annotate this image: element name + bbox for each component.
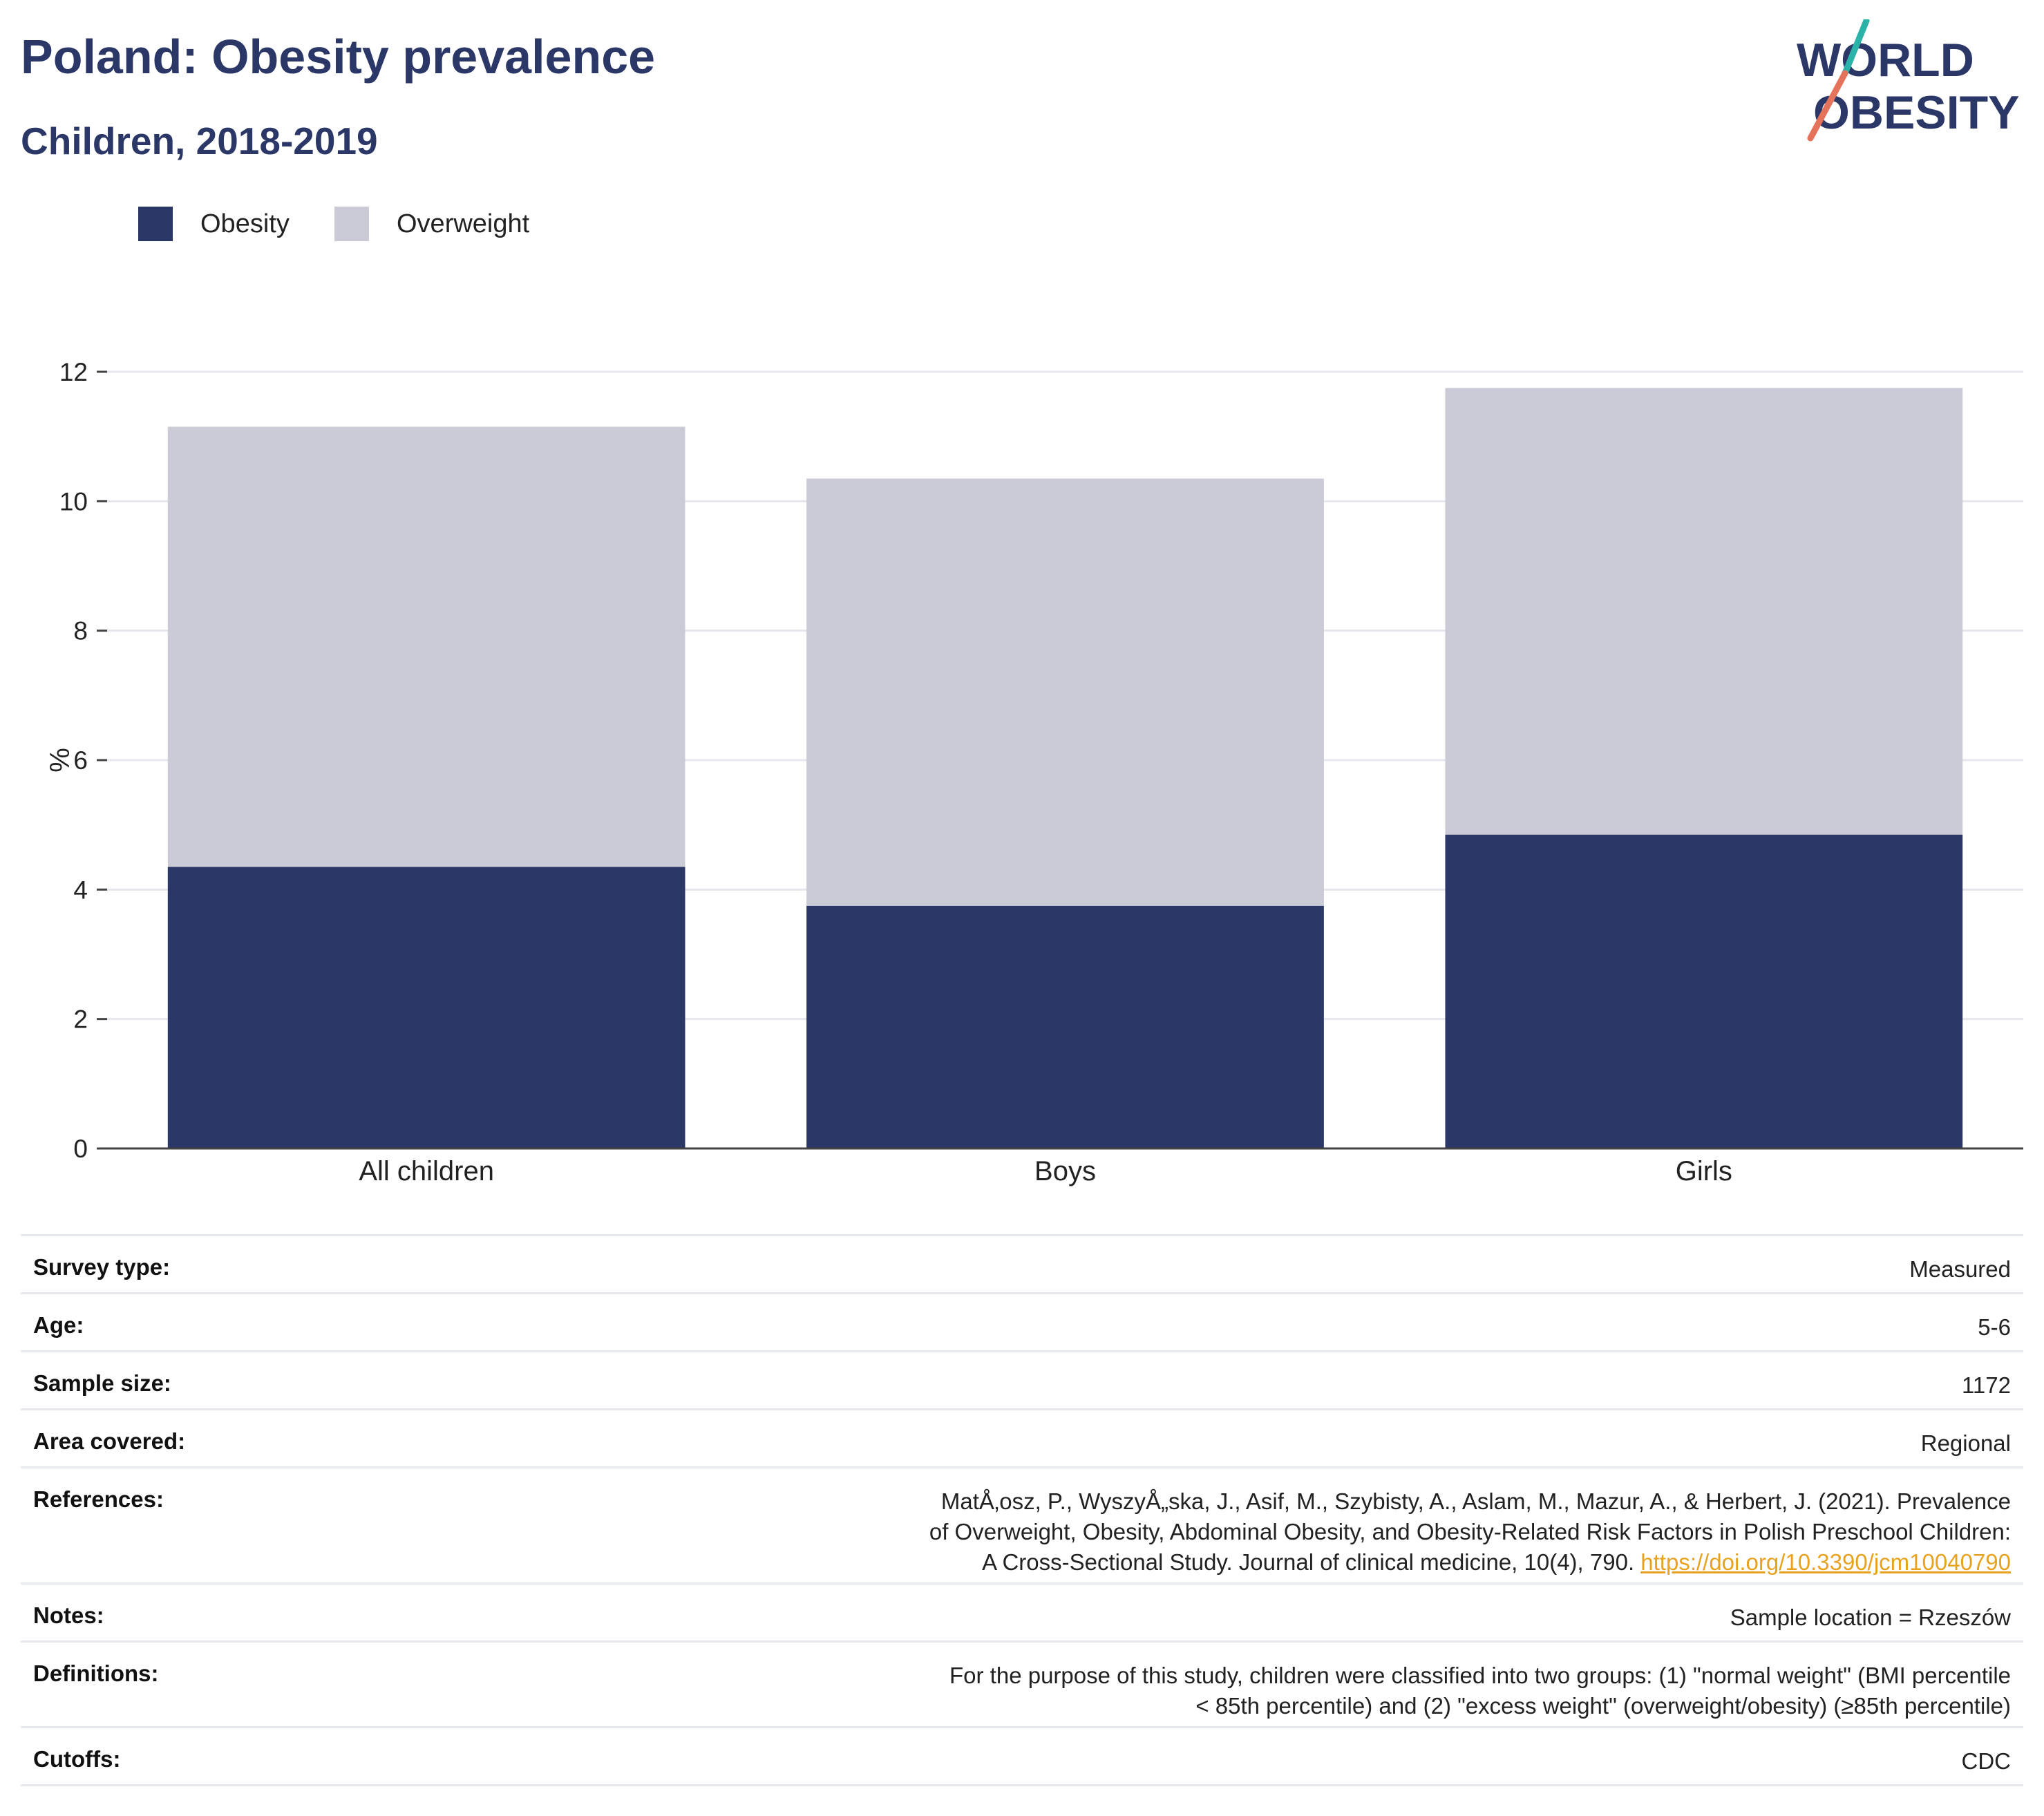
row-survey-type: Survey type: Measured (21, 1235, 2023, 1294)
survey-details-table: Survey type: Measured Age: 5-6 Sample si… (21, 1234, 2023, 1786)
definitions-value: For the purpose of this study, children … (949, 1663, 2011, 1719)
y-tick-label-0: 0 (73, 1135, 88, 1163)
bar-obesity-all-children (167, 867, 685, 1148)
legend-label-obesity: Obesity (200, 209, 290, 238)
y-tick-label-6: 6 (73, 746, 88, 775)
legend-item-overweight[interactable]: Overweight (334, 205, 529, 243)
notes-value: Sample location = Rzeszów (1730, 1605, 2011, 1630)
references-value: MatÅ‚osz, P., WyszyÅ„ska, J., Asif, M., … (405, 1468, 2023, 1584)
bar-overweight-all-children (167, 426, 685, 867)
bar-overweight-girls (1445, 388, 1963, 835)
references-label: References: (33, 1486, 164, 1512)
logo-line1: WORLD (1797, 34, 1974, 86)
logo-line2: OBESITY (1813, 86, 2020, 139)
references-text: MatÅ‚osz, P., WyszyÅ„ska, J., Asif, M., … (929, 1488, 2011, 1575)
cutoffs-label: Cutoffs: (33, 1746, 121, 1772)
legend-item-obesity[interactable]: Obesity (138, 205, 290, 243)
y-tick-label-10: 10 (59, 487, 88, 516)
page-title: Poland: Obesity prevalence (21, 30, 656, 84)
sample-size-label: Sample size: (33, 1370, 171, 1396)
row-cutoffs: Cutoffs: CDC (21, 1727, 2023, 1786)
bar-obesity-boys (806, 905, 1324, 1148)
y-tick-label-4: 4 (73, 876, 88, 904)
cutoffs-value: CDC (1961, 1748, 2012, 1774)
definitions-label: Definitions: (33, 1661, 159, 1686)
y-tick-label-8: 8 (73, 617, 88, 645)
y-tick-label-2: 2 (73, 1005, 88, 1034)
page-subtitle: Children, 2018-2019 (21, 120, 378, 162)
area-covered-label: Area covered: (33, 1428, 186, 1454)
stacked-bar-chart: 0 2 4 6 8 10 12% All children Boys Girls (44, 358, 2023, 1186)
notes-label: Notes: (33, 1602, 104, 1628)
age-label: Age: (33, 1312, 84, 1338)
legend-swatch-obesity (138, 207, 173, 241)
y-axis-label: % (44, 748, 74, 773)
x-tick-label-boys: Boys (1034, 1156, 1096, 1186)
row-sample-size: Sample size: 1172 (21, 1351, 2023, 1410)
world-obesity-logo: WORLD OBESITY (1797, 19, 2020, 142)
row-definitions: Definitions: For the purpose of this stu… (21, 1641, 2023, 1728)
age-value: 5-6 (1978, 1314, 2011, 1340)
bar-obesity-girls (1445, 834, 1963, 1148)
row-age: Age: 5-6 (21, 1293, 2023, 1352)
legend-swatch-overweight (334, 207, 369, 241)
row-references: References: MatÅ‚osz, P., WyszyÅ„ska, J.… (21, 1467, 2023, 1584)
x-tick-label-girls: Girls (1676, 1156, 1732, 1186)
sample-size-value: 1172 (1962, 1372, 2011, 1398)
x-tick-label-all-children: All children (359, 1156, 494, 1186)
row-area-covered: Area covered: Regional (21, 1409, 2023, 1468)
survey-type-value: Measured (1909, 1256, 2011, 1282)
bar-overweight-boys (806, 478, 1324, 906)
legend-label-overweight: Overweight (397, 209, 530, 238)
references-doi-link[interactable]: https://doi.org/10.3390/jcm10040790 (1640, 1549, 2011, 1575)
survey-type-label: Survey type: (33, 1254, 171, 1280)
y-tick-label-12: 12 (59, 358, 88, 386)
area-covered-value: Regional (1920, 1430, 2011, 1456)
row-notes: Notes: Sample location = Rzeszów (21, 1583, 2023, 1642)
